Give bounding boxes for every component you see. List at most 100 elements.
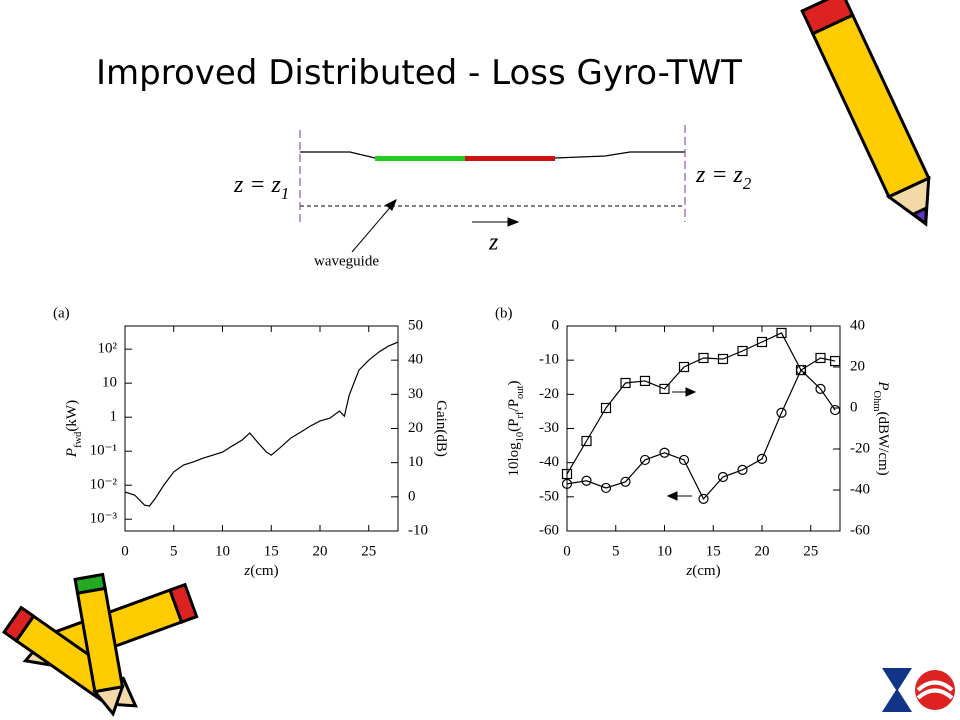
series-arrow-head xyxy=(666,491,678,501)
square-marker xyxy=(659,383,670,395)
square-marker xyxy=(600,402,612,414)
series-arrow-head xyxy=(685,387,697,397)
direction-head xyxy=(507,217,520,227)
circle-marker xyxy=(600,482,612,494)
y-tick-label: -60 xyxy=(539,522,559,538)
label-part: out xyxy=(515,385,526,399)
y-tick-label: -20 xyxy=(539,386,559,402)
circle-marker xyxy=(561,478,573,489)
y2-axis-label: Gain(dB) xyxy=(433,400,449,457)
pencil xyxy=(73,572,125,717)
y2-tick-label: 50 xyxy=(408,317,423,333)
square-marker xyxy=(737,345,748,357)
square-marker xyxy=(561,468,573,480)
square-marker xyxy=(776,327,787,339)
x-tick-label: 20 xyxy=(755,543,770,559)
y-tick-label: 0 xyxy=(552,317,560,333)
slide-title: Improved Distributed - Loss Gyro-TWT xyxy=(96,53,742,93)
x-tick-label: 0 xyxy=(121,543,129,559)
label-part: z xyxy=(243,563,250,579)
circle-marker xyxy=(717,471,729,483)
y2-tick-label: 10 xyxy=(408,454,423,470)
y-tick-label: 10⁻¹ xyxy=(90,443,117,459)
circle-marker xyxy=(659,447,670,458)
x-tick-label: 10 xyxy=(215,543,230,559)
y-tick-label: 10⁻³ xyxy=(90,511,118,527)
square-marker xyxy=(756,336,768,348)
logo-stripe xyxy=(916,680,954,692)
logo-mark xyxy=(882,668,912,712)
x-tick-label: 5 xyxy=(612,543,620,559)
x-axis-label: z(cm) xyxy=(243,563,278,579)
pencil-eraser xyxy=(73,572,107,595)
y-tick-label: 10 xyxy=(102,375,117,391)
label-part: (cm) xyxy=(250,563,278,579)
pointer xyxy=(351,203,394,253)
x-tick-label: 25 xyxy=(803,543,818,559)
pencil-lead xyxy=(910,205,928,227)
x-tick-label: 5 xyxy=(170,543,178,559)
circle-marker xyxy=(639,454,651,466)
x-tick-label: 10 xyxy=(657,543,672,559)
logo xyxy=(882,668,955,712)
label-part: Ohm xyxy=(871,391,882,412)
circle-marker xyxy=(737,464,748,475)
waveguide-label: waveguide xyxy=(314,253,379,269)
square-marker xyxy=(581,435,592,447)
arrows xyxy=(666,387,697,501)
label-part: (P xyxy=(506,418,522,431)
label-part: (dBW/cm) xyxy=(875,412,891,476)
y2-tick-label: 30 xyxy=(408,386,423,402)
plot-frame xyxy=(124,325,399,532)
y-axis-label: Pfwd(kW) xyxy=(64,400,83,458)
y2-tick-label: 40 xyxy=(850,317,865,333)
label-part: Gain(dB) xyxy=(433,400,449,457)
x-tick-label: 20 xyxy=(313,543,328,559)
chart-label: (a) xyxy=(53,305,70,321)
y2-tick-label: -10 xyxy=(408,522,428,538)
y2-tick-label: 20 xyxy=(408,420,423,436)
label-part: 2 xyxy=(743,174,752,193)
label-part: (kW) xyxy=(64,400,80,432)
label-part: P xyxy=(64,448,80,458)
square-marker xyxy=(815,352,826,364)
label-part: ) xyxy=(506,381,522,386)
x-tick-label: 25 xyxy=(361,543,376,559)
chart-label: (b) xyxy=(495,305,513,321)
circle-marker xyxy=(698,493,709,504)
label-part: P xyxy=(875,380,891,390)
label-part: z = z xyxy=(695,162,744,188)
circle-marker xyxy=(815,383,826,394)
circle-marker xyxy=(581,475,592,486)
waveguide-diagram xyxy=(299,125,686,253)
series-line xyxy=(566,369,836,500)
logo-stripe xyxy=(916,688,954,700)
circle-marker xyxy=(620,476,631,487)
pencil-eraser xyxy=(800,0,855,36)
y2-tick-label: -20 xyxy=(850,440,870,456)
square-marker xyxy=(678,361,690,373)
square-marker xyxy=(639,375,651,387)
loss-section-green xyxy=(375,156,465,161)
y2-tick-label: -60 xyxy=(850,522,870,538)
direction-label: z xyxy=(488,230,499,256)
y2-tick-label: 0 xyxy=(850,399,858,415)
y2-tick-label: 40 xyxy=(408,352,423,368)
y-tick-label: -10 xyxy=(539,352,559,368)
square-marker xyxy=(830,355,841,367)
pencil xyxy=(800,0,931,227)
plane-label: z = z1 xyxy=(233,172,289,204)
series-line xyxy=(566,332,836,475)
y2-tick-label: -40 xyxy=(850,481,870,497)
label-part: 10log xyxy=(506,442,522,477)
y-tick-label: -50 xyxy=(539,488,559,504)
pencil-body xyxy=(810,13,931,199)
pencil-eraser xyxy=(168,582,199,624)
series-line xyxy=(124,341,399,507)
y-tick-label: 10² xyxy=(98,341,118,357)
x-tick-label: 15 xyxy=(264,543,279,559)
pencil-tip xyxy=(92,684,125,717)
circle-marker xyxy=(756,453,768,465)
loss-section-red xyxy=(465,156,555,161)
